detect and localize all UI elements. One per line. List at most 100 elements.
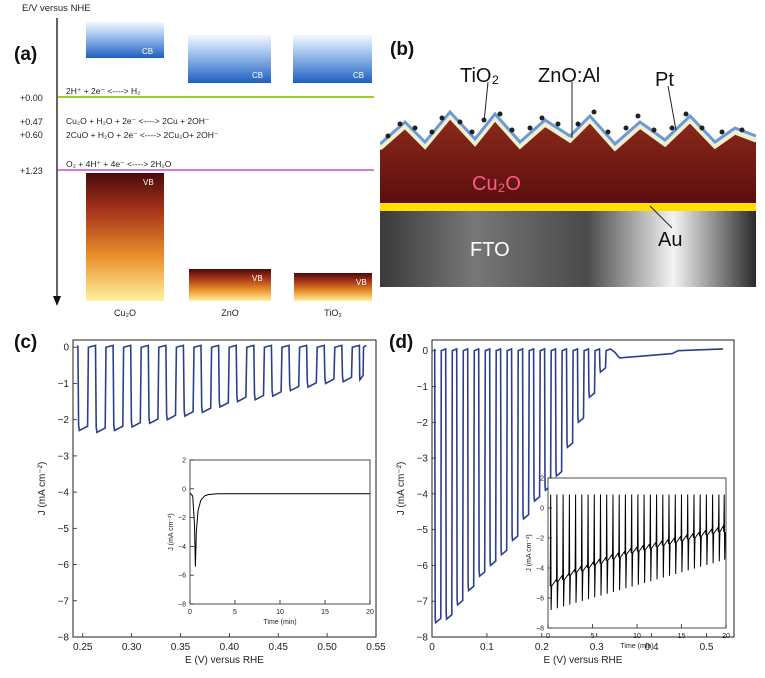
material-name-cu2o: Cu₂O (114, 308, 136, 318)
panel-d-label: (d) (389, 332, 413, 353)
panel-b: (b) TiO₂ ZnO:Al Pt Cu₂O Au FTO (380, 39, 757, 287)
level-0-label: +0.00 (20, 93, 43, 103)
d-main-ytick-label: −5 (417, 525, 429, 536)
c-main-xtick-label: 0.40 (220, 642, 240, 653)
c-main-ytick-label: −8 (58, 633, 70, 644)
c-main-ytick-label: −5 (58, 524, 70, 535)
zno-vb (189, 269, 271, 301)
c-inset-ytick-label: 0 (182, 486, 186, 493)
d-main-ytick-label: −7 (417, 597, 429, 608)
c-inset-ytick-label: 2 (182, 457, 186, 464)
d-main-ytick-label: −8 (417, 633, 429, 644)
cu2o-cb (86, 22, 164, 58)
c-main-ytick-label: −3 (58, 451, 70, 462)
d-main-xtick-label: 0 (429, 642, 435, 653)
d-inset-ylabel: J (mA cm⁻²) (526, 534, 533, 572)
level-3-reaction: O₂ + 4H⁺ + 4e⁻ <----> 2H₂O (66, 159, 172, 169)
c-inset-ytick-label: −2 (178, 515, 186, 522)
zno-vb-label: VB (252, 274, 263, 283)
a-yaxis-label: E/V versus NHE (22, 3, 91, 14)
chart-d-main: 0 0.1 0.2 0.3 0.4 0.5 0 −1 −2 −3 −4 −5 −6 −7 −8 E (V) v… (396, 339, 735, 666)
panel-c: (c) 0.25 0.30 0.35 0.40 0.45 0.50 0.55 0 −1 −2 −3 −… (14, 332, 385, 666)
c-inset-series-line (189, 492, 370, 567)
c-inset-xtick-label: 15 (321, 609, 329, 616)
pt-label: Pt (655, 69, 674, 91)
tio2-vb-label: VB (356, 278, 367, 287)
d-main-ytick-label: −3 (417, 454, 429, 465)
d-main-frame (431, 339, 735, 638)
d-main-series-line (433, 347, 724, 625)
d-main-xtick-label: 0.5 (700, 642, 714, 653)
c-main-xtick-label: 0.35 (171, 642, 191, 653)
d-inset-xtick-label: 15 (678, 633, 686, 640)
au-pointer (649, 205, 673, 229)
c-inset-xtick-label: 20 (366, 609, 374, 616)
zno-cb (188, 35, 271, 83)
level-1-label: +0.47 (20, 117, 43, 127)
cu2o-vb (86, 173, 164, 301)
c-main-ytick-label: 0 (63, 343, 69, 354)
level-2-label: +0.60 (20, 130, 43, 140)
pt-pointer (667, 85, 677, 131)
znoal-label: ZnO:Al (538, 65, 600, 87)
c-inset-xlabel: Time (min) (263, 619, 296, 626)
c-inset-xtick-label: 5 (233, 609, 237, 616)
c-main-ytick-label: −2 (58, 415, 70, 426)
d-main-xlabel: E (V) versus RHE (544, 655, 623, 666)
d-inset-plot-bg (548, 478, 726, 628)
level-2-reaction: 2CuO + H₂O + 2e⁻ <----> 2Cu₂O+ 2OH⁻ (66, 130, 219, 140)
tio2-zno-layer (380, 112, 757, 152)
zno-cb-label: CB (252, 71, 263, 80)
d-inset-xtick-label: 20 (722, 633, 730, 640)
d-inset-xtick-label: 10 (633, 633, 641, 640)
d-main-ylabel: J (mA cm⁻²) (396, 462, 407, 516)
d-main-ytick-label: 0 (422, 346, 428, 357)
c-inset-ytick-label: −8 (178, 601, 186, 608)
energy-axis-arrow (53, 296, 61, 306)
level-3-label: +1.23 (20, 166, 43, 176)
material-name-zno: ZnO (221, 308, 239, 318)
d-main-xtick-label: 0.1 (480, 642, 494, 653)
c-main-ytick-label: −7 (58, 596, 70, 607)
d-main-ytick-label: −6 (417, 561, 429, 572)
c-main-xtick-label: 0.25 (73, 642, 93, 653)
d-inset-ytick-label: 0 (540, 505, 544, 512)
au-layer (380, 203, 756, 211)
cu2o-vb-label: VB (143, 178, 154, 187)
c-main-ytick-label: −6 (58, 560, 70, 571)
c-main-xtick-label: 0.30 (122, 642, 142, 653)
c-main-series-line (77, 344, 367, 434)
au-label: Au (658, 229, 682, 251)
c-inset-plot-bg (190, 460, 370, 604)
d-inset-xtick-label: 5 (591, 633, 595, 640)
panel-d: (d) 0 0.1 0.2 0.3 0.4 0.5 0 −1 −2 −3 −4 −5 −6 −7 −8 E (… (389, 332, 735, 666)
level-1-reaction: Cu₂O + H₂O + 2e⁻ <----> 2Cu + 2OH⁻ (66, 116, 210, 126)
d-inset-ytick-label: −8 (536, 625, 544, 632)
c-main-xtick-label: 0.55 (366, 642, 385, 653)
c-main-ytick-label: −4 (58, 488, 70, 499)
panel-b-label: (b) (390, 39, 414, 60)
cu2o-layer (380, 118, 756, 203)
c-inset-xtick-label: 0 (188, 609, 192, 616)
cu2o-label: Cu₂O (472, 173, 521, 195)
d-inset-xlabel: Time (min) (620, 643, 653, 650)
d-main-xtick-label: 0.3 (590, 642, 604, 653)
c-main-ytick-label: −1 (58, 379, 70, 390)
c-inset-ytick-label: −6 (178, 573, 186, 580)
fto-layer (380, 210, 756, 287)
panel-a-label: (a) (14, 44, 37, 65)
d-main-xtick-label: 0.2 (535, 642, 549, 653)
tio2-cb-label: CB (353, 71, 364, 80)
tio2-pointer (483, 81, 489, 123)
level-0-reaction: 2H⁺ + 2e⁻ <----> H₂ (66, 86, 140, 96)
panel-a: E/V versus NHE (a) CB CB CB +0.00 2H⁺ + … (14, 3, 374, 318)
pt-particles (385, 109, 745, 139)
d-inset-ytick-label: −4 (536, 565, 544, 572)
c-main-xtick-label: 0.45 (269, 642, 289, 653)
c-inset-xtick-label: 10 (276, 609, 284, 616)
panel-c-label: (c) (14, 332, 37, 353)
tio2-cb (293, 35, 372, 83)
fto-label: FTO (470, 239, 510, 261)
tio2-vb (294, 273, 372, 301)
